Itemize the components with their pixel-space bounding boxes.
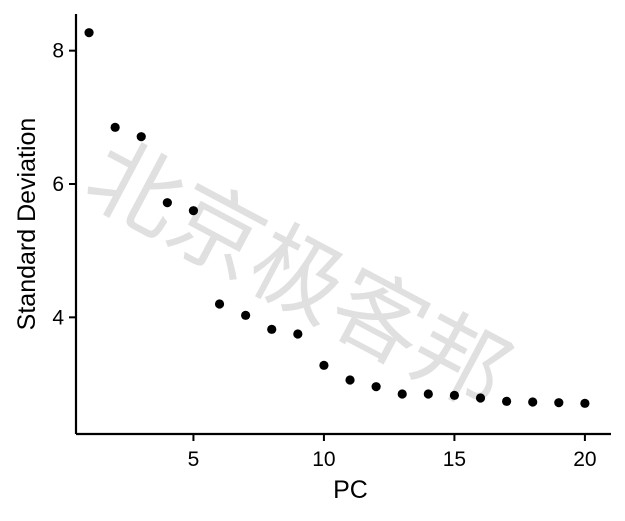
- data-point: [554, 398, 564, 408]
- data-point: [423, 389, 433, 399]
- x-axis-title: PC: [333, 476, 368, 504]
- data-point: [188, 206, 199, 216]
- x-tick-label: 10: [312, 448, 335, 471]
- data-point: [293, 329, 303, 339]
- data-point: [241, 310, 251, 320]
- data-point: [345, 375, 355, 385]
- data-point: [84, 28, 94, 38]
- data-point: [449, 390, 460, 400]
- data-point: [319, 360, 329, 370]
- data-point: [267, 324, 277, 334]
- data-point: [214, 299, 225, 309]
- data-point: [580, 398, 590, 408]
- x-tick-label: 20: [573, 448, 596, 471]
- axes: 5 10 15 20 4 6 8 PC Standard Deviation: [13, 14, 611, 504]
- y-tick-label: 6: [52, 173, 64, 196]
- y-tick-label: 4: [52, 306, 64, 329]
- data-point: [371, 382, 381, 392]
- x-tick-label: 5: [188, 448, 200, 471]
- watermark-text: 北京极客邦: [70, 120, 526, 430]
- data-point: [528, 397, 538, 407]
- y-axis-title: Standard Deviation: [13, 118, 41, 331]
- data-point: [162, 198, 172, 208]
- data-point: [475, 393, 486, 403]
- y-tick-label: 8: [52, 40, 64, 63]
- data-point: [136, 132, 146, 142]
- data-points: [84, 28, 590, 408]
- data-point: [502, 396, 512, 406]
- data-point: [397, 389, 407, 399]
- data-point: [110, 122, 120, 132]
- x-tick-label: 15: [443, 448, 466, 471]
